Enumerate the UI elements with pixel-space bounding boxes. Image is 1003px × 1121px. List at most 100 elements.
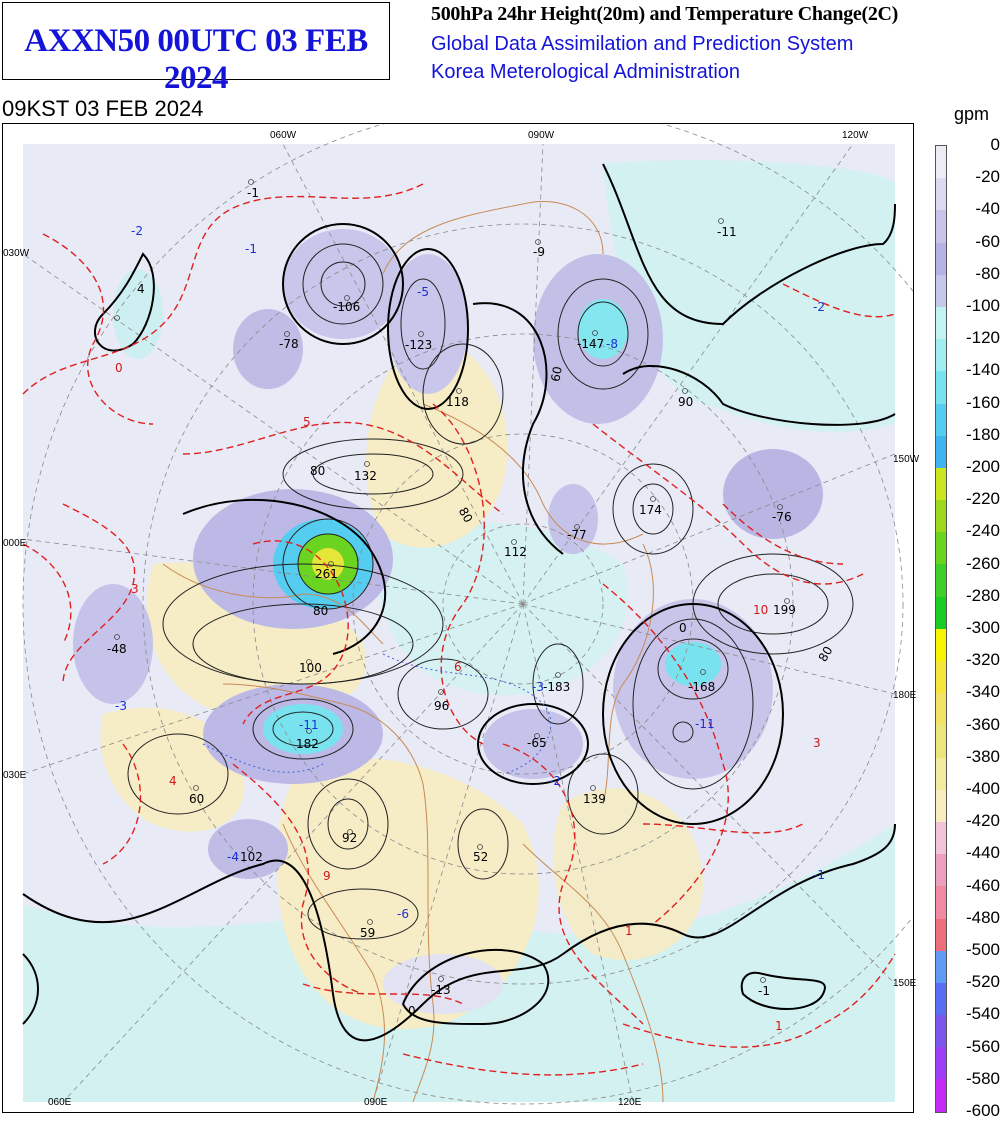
low-region	[388, 254, 468, 394]
bottom-axis-label: 060E	[48, 1097, 72, 1108]
colorbar-label: -120	[965, 328, 1000, 348]
colorbar-segment	[936, 467, 946, 501]
height-label: 261	[315, 567, 338, 581]
colorbar-label: -340	[965, 682, 1000, 702]
colorbar-segment	[936, 532, 946, 565]
zero-contours	[22, 163, 896, 1042]
colorbar-segment	[936, 210, 946, 243]
colorbar-unit: gpm	[954, 104, 990, 124]
colorbar-label: -400	[965, 779, 1000, 798]
product-description: 500hPa 24hr Height(20m) and Temperature …	[431, 3, 899, 25]
height-label: 96	[434, 699, 450, 713]
colorbar-segment	[936, 564, 946, 597]
temp-label: 5	[303, 415, 311, 429]
height-label: -77	[567, 528, 587, 542]
colorbar-segment	[936, 1047, 946, 1080]
bottom-axis-label: 090E	[364, 1097, 388, 1108]
left-axis-label: 030W	[3, 248, 30, 259]
colorbar-segment	[936, 596, 946, 629]
low-region	[73, 584, 153, 704]
height-label: 59	[360, 926, 376, 940]
colorbar-label: -420	[965, 811, 1000, 831]
colorbar-label: -580	[965, 1068, 1000, 1088]
low-core	[665, 642, 721, 686]
temperature-contours	[22, 183, 896, 1076]
colorbar-segment	[936, 693, 946, 726]
temp-label: -1	[245, 242, 257, 256]
height-label: -106	[333, 300, 361, 314]
colorbar-label: -40	[975, 199, 1000, 219]
height-label: 90	[678, 395, 694, 409]
colorbar-label: -240	[965, 521, 1000, 541]
colorbar-label: -280	[965, 585, 1000, 605]
colorbar-label: -320	[965, 650, 1000, 670]
colorbar-segment	[936, 500, 946, 533]
temp-label: -5	[417, 285, 429, 299]
warm-region	[366, 340, 508, 548]
graticule	[22, 124, 913, 1105]
colorbar-label: -600	[965, 1101, 1000, 1120]
temp-label: 9	[323, 869, 331, 883]
colorbar-label: -160	[965, 392, 1000, 412]
height-label: -76	[772, 510, 792, 524]
temp-label: -8	[606, 337, 618, 351]
colorbar-label: -220	[965, 489, 1000, 509]
valid-time: 09KST 03 FEB 2024	[2, 96, 204, 121]
colorbar-label: -20	[975, 167, 1000, 187]
low-core	[312, 548, 344, 580]
low-region	[613, 599, 773, 779]
colorbar-segment	[936, 403, 946, 436]
cyan-region	[379, 522, 629, 696]
colorbar-segment	[936, 178, 946, 211]
temp-label: 4	[169, 774, 177, 788]
colorbar-label: -560	[965, 1036, 1000, 1056]
colorbar-segment	[936, 725, 946, 758]
colorbar-segment	[936, 146, 946, 179]
weather-map	[22, 124, 913, 1105]
height-label: 52	[473, 850, 489, 864]
height-contours	[127, 243, 854, 940]
height-label: 92	[342, 831, 358, 845]
system-name: Global Data Assimilation and Prediction …	[431, 33, 854, 55]
colorbar-segment	[936, 628, 946, 661]
agency-name: Korea Meterological Administration	[431, 61, 741, 83]
height-label: -147	[577, 337, 605, 351]
left-axis-label: 000E	[3, 538, 27, 549]
contour-label: 80	[313, 604, 329, 618]
temp-label: -2	[813, 300, 825, 314]
height-label: -11	[717, 225, 737, 239]
height-label: -168	[688, 680, 716, 694]
chart-title: AXXN50 00UTC 03 FEB 2024	[24, 23, 368, 96]
contour-label: 0	[408, 1004, 416, 1018]
cyan-region	[603, 160, 895, 433]
temp-label: -6	[397, 907, 409, 921]
temp-label: 3	[131, 582, 139, 596]
colorbar-label: -520	[965, 972, 1000, 992]
colorbar-label: -360	[965, 714, 1000, 734]
colorbar-label: -260	[965, 553, 1000, 573]
low-core	[578, 299, 628, 359]
colorbar-label: -500	[965, 940, 1000, 959]
right-axis-label: 180E	[893, 690, 917, 701]
colorbar-segment	[936, 757, 946, 790]
colorbar-segment	[936, 886, 946, 919]
right-axis-label: 150E	[893, 978, 917, 989]
height-label: 102	[240, 850, 263, 864]
height-label: 199	[773, 603, 796, 617]
height-label: -1	[247, 186, 259, 200]
temp-label: 6	[454, 660, 462, 674]
low-region	[548, 484, 598, 554]
colorbar-segment	[936, 339, 946, 372]
height-label: -13	[431, 983, 451, 997]
temp-label: 0	[115, 361, 123, 375]
left-axis-label: 030E	[3, 770, 27, 781]
height-label: 182	[296, 737, 319, 751]
height-label: 132	[354, 469, 377, 483]
colorbar-label: -60	[975, 231, 1000, 251]
colorbar-segment	[936, 661, 946, 694]
temp-label: -2	[549, 774, 561, 788]
low-region	[233, 309, 303, 389]
colorbar-label: -100	[965, 296, 1000, 315]
colorbar-segment	[936, 854, 946, 887]
colorbar-segment	[936, 371, 946, 404]
